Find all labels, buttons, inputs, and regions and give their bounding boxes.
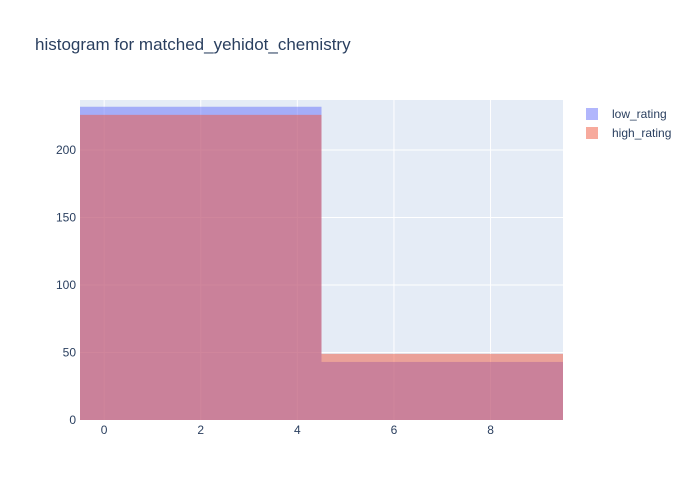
- legend-label-low_rating: low_rating: [612, 107, 667, 121]
- chart-title: histogram for matched_yehidot_chemistry: [35, 35, 351, 54]
- y-axis: 0 50 100 150 200: [56, 143, 76, 427]
- y-tick-label-0: 0: [69, 413, 76, 427]
- x-tick-label-1: 2: [197, 423, 204, 437]
- y-tick-label-2: 100: [56, 278, 76, 292]
- y-tick-label-4: 200: [56, 143, 76, 157]
- legend-item-high_rating[interactable]: high_rating: [586, 126, 671, 140]
- bar-high_rating-1[interactable]: [321, 353, 564, 420]
- legend-swatch-low_rating: [586, 108, 598, 120]
- y-tick-label-1: 50: [63, 345, 77, 359]
- legend[interactable]: low_rating high_rating: [586, 107, 671, 140]
- legend-swatch-high_rating: [586, 127, 598, 139]
- x-tick-label-2: 4: [294, 423, 301, 437]
- bar-high_rating-0[interactable]: [80, 114, 322, 420]
- bars: [80, 106, 564, 421]
- x-tick-label-0: 0: [101, 423, 108, 437]
- legend-item-low_rating[interactable]: low_rating: [586, 107, 667, 121]
- x-tick-label-4: 8: [487, 423, 494, 437]
- legend-label-high_rating: high_rating: [612, 126, 671, 140]
- x-axis: 0 2 4 6 8: [101, 423, 494, 437]
- x-tick-label-3: 6: [391, 423, 398, 437]
- y-tick-label-3: 150: [56, 210, 76, 224]
